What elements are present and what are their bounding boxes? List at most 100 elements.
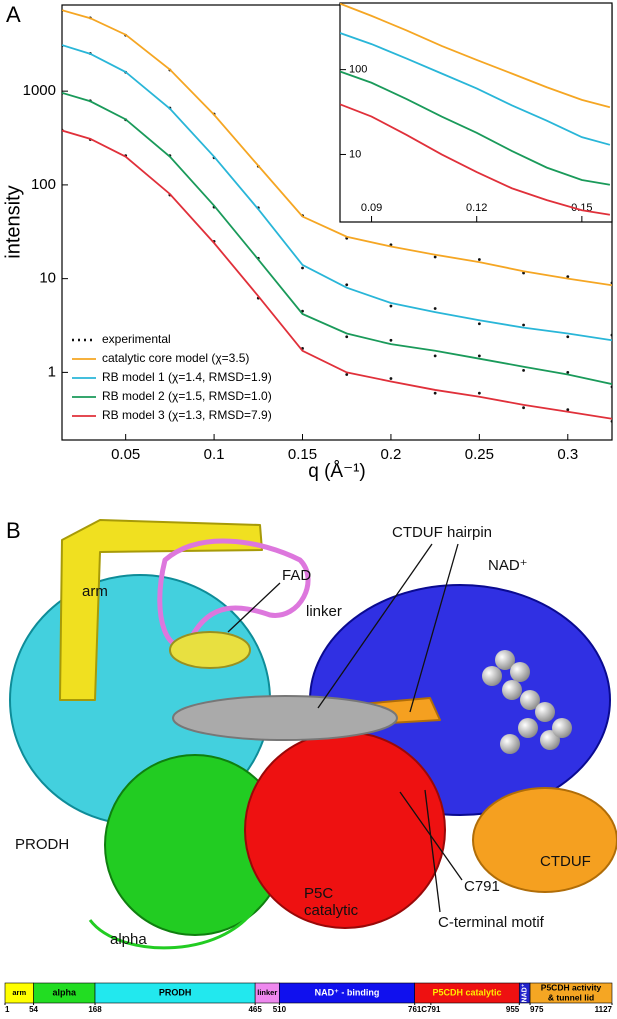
data-point (389, 338, 393, 342)
plot-frame (339, 2, 613, 223)
legend-label: RB model 1 (χ=1.4, RMSD=1.9) (102, 370, 272, 384)
data-point (477, 354, 481, 358)
data-point (389, 377, 393, 380)
arrow (409, 543, 459, 713)
panel-label: B (6, 518, 21, 543)
domain-label: & tunnel lid (548, 992, 594, 1002)
data-point (345, 373, 349, 376)
series-line (62, 91, 612, 385)
data-point (610, 385, 612, 389)
annotation: alpha (110, 931, 147, 948)
data-point (433, 354, 437, 358)
series-line (62, 129, 612, 420)
annotation: NAD⁺ (488, 557, 528, 574)
data-point (345, 283, 349, 287)
data-point (389, 304, 393, 308)
y-tick-label: 1 (48, 363, 56, 380)
annotation: catalytic (304, 902, 359, 919)
domain-label: alpha (53, 987, 78, 997)
panel-label: A (6, 2, 21, 27)
legend-label: RB model 2 (χ=1.5, RMSD=1.0) (102, 389, 272, 403)
data-point (566, 335, 570, 339)
annotation: C791 (464, 878, 500, 895)
legend-label: catalytic core model (χ=3.5) (102, 351, 249, 365)
domain-tick-label: 955 (506, 1005, 520, 1014)
domain-tick-label: 975 (530, 1005, 544, 1014)
x-tick-label: 0.1 (204, 446, 225, 463)
series-line (340, 32, 611, 146)
x-tick-label: 0.05 (111, 446, 140, 463)
data-point (610, 281, 612, 285)
domain-label: P5CDH activity (541, 982, 602, 992)
annotation: CTDUF (540, 853, 591, 870)
x-tick-label: 0.15 (288, 446, 317, 463)
data-point (522, 271, 525, 275)
data-point (389, 243, 393, 247)
annotation: C-terminal motif (438, 914, 545, 931)
data-point (301, 266, 304, 270)
legend-label: RB model 3 (χ=1.3, RMSD=7.9) (102, 408, 272, 422)
domain-label: P5CDH catalytic (432, 987, 501, 997)
domain-tick-label: 1127 (595, 1005, 613, 1014)
series-line (340, 3, 611, 109)
data-point (433, 255, 437, 259)
series-line (62, 44, 612, 342)
plot-area (62, 9, 612, 423)
domain-label: arm (12, 988, 26, 997)
data-point (522, 323, 525, 327)
data-point (610, 420, 612, 423)
y-tick-label: 10 (349, 148, 361, 160)
data-point (522, 369, 525, 372)
data-point (610, 333, 612, 337)
x-tick-label: 0.25 (465, 446, 494, 463)
domain-label: linker (257, 988, 277, 997)
y-tick-label: 100 (31, 176, 56, 193)
annotation: PRODH (15, 836, 69, 853)
domain-segment (529, 982, 613, 1004)
annotation: FAD (282, 567, 311, 584)
annotation: CTDUF hairpin (392, 524, 492, 541)
series-line (62, 9, 612, 287)
annotation: P5C (304, 885, 333, 902)
domain-tick-label: 465 (248, 1005, 262, 1014)
plot-area (340, 3, 611, 216)
arrow (227, 582, 281, 633)
data-point (433, 307, 437, 310)
domain-label: NAD⁺ - binding (315, 987, 380, 997)
data-point (566, 370, 570, 374)
data-point (433, 391, 437, 395)
domain-tick-label: 54 (29, 1005, 38, 1014)
x-axis-label: q (Å⁻¹) (308, 461, 366, 482)
y-axis-label: intensity (2, 185, 24, 258)
data-point (522, 406, 525, 410)
arrow (424, 789, 441, 913)
x-tick-label: 0.3 (557, 446, 578, 463)
arrow (317, 543, 433, 709)
domain-tick-label: C791 (421, 1005, 441, 1014)
y-tick-label: 100 (349, 64, 367, 76)
data-point (477, 322, 481, 326)
annotation: arm (82, 583, 108, 600)
data-point (477, 258, 481, 261)
domain-tick-label: 761 (408, 1005, 422, 1014)
protein-structure (9, 519, 617, 950)
x-tick-label: 0.09 (361, 202, 382, 214)
data-point (345, 335, 349, 339)
series-line (340, 103, 611, 216)
annotation: linker (306, 603, 342, 620)
domain-label: PRODH (159, 987, 192, 997)
data-point (477, 391, 481, 395)
x-tick-label: 0.12 (466, 202, 487, 214)
y-tick-label: 10 (39, 270, 56, 287)
legend-label: experimental (102, 332, 171, 346)
series-line (340, 70, 611, 186)
domain-tick-label: 168 (88, 1005, 102, 1014)
domain-tick-label: 510 (273, 1005, 287, 1014)
data-point (566, 408, 570, 412)
y-tick-label: 1000 (23, 82, 56, 99)
x-tick-label: 0.2 (381, 446, 402, 463)
data-point (566, 275, 570, 279)
domain-tick-label: 1 (5, 1005, 10, 1014)
